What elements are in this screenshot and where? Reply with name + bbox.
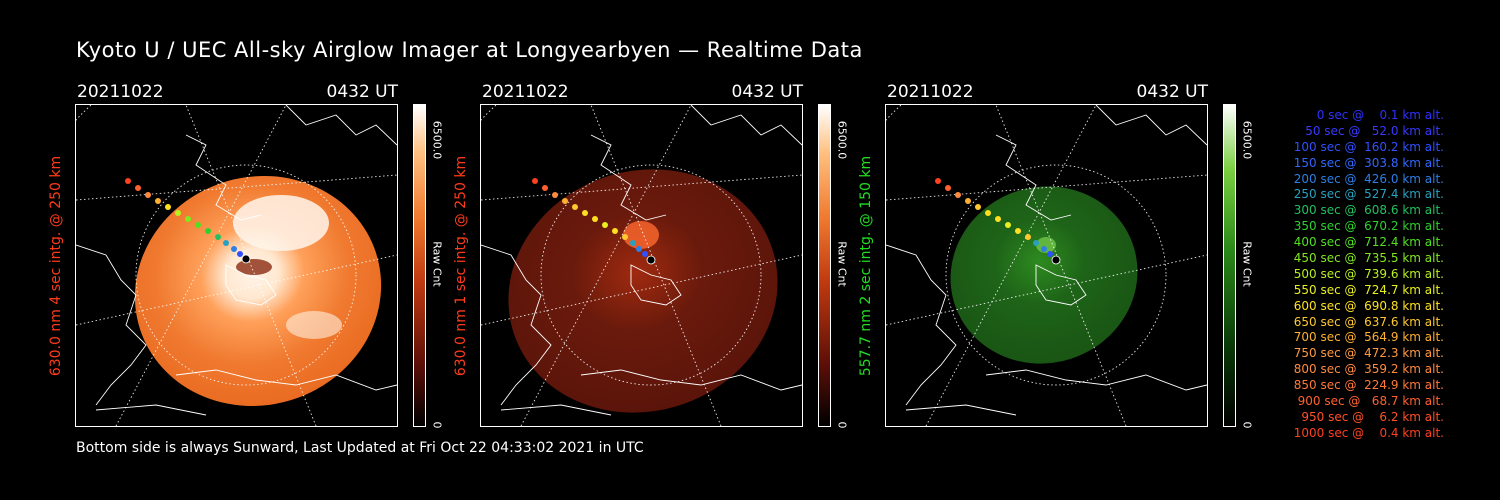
legend-row: 250 sec @ 527.4 km alt. [1293, 187, 1444, 202]
legend-row: 450 sec @ 735.5 km alt. [1293, 251, 1444, 266]
legend-row: 800 sec @ 359.2 km alt. [1293, 362, 1444, 377]
legend-row: 650 sec @ 637.6 km alt. [1293, 314, 1444, 329]
trajectory-dots [125, 178, 251, 264]
allsky-image-svg [886, 105, 1207, 426]
allsky-image [75, 104, 398, 427]
panel-date: 20211022 [482, 82, 569, 102]
colorbar [818, 104, 831, 427]
colorbar [413, 104, 426, 427]
legend-row: 750 sec @ 472.3 km alt. [1293, 346, 1444, 361]
legend-row: 600 sec @ 690.8 km alt. [1293, 298, 1444, 313]
allsky-image [885, 104, 1208, 427]
allsky-image-svg [481, 105, 802, 426]
panel-time: 0432 UT [731, 82, 804, 102]
legend-row: 1000 sec @ 0.4 km alt. [1293, 425, 1444, 440]
panel-3: 20211022 0432 UT [858, 80, 1265, 432]
legend-row: 700 sec @ 564.9 km alt. [1293, 330, 1444, 345]
legend-row: 200 sec @ 426.0 km alt. [1293, 171, 1444, 186]
panel-time: 0432 UT [1136, 82, 1209, 102]
legend-row: 500 sec @ 739.6 km alt. [1293, 266, 1444, 281]
colorbar [1223, 104, 1236, 427]
panel-1: 20211022 0432 UT [48, 80, 455, 432]
panel-time: 0432 UT [326, 82, 399, 102]
page-title: Kyoto U / UEC All-sky Airglow Imager at … [76, 38, 863, 62]
legend-row: 850 sec @ 224.9 km alt. [1293, 378, 1444, 393]
legend-row: 950 sec @ 6.2 km alt. [1301, 409, 1444, 424]
panel-date: 20211022 [887, 82, 974, 102]
allsky-image-svg [76, 105, 397, 426]
legend-row: 0 sec @ 0.1 km alt. [1316, 108, 1444, 122]
trajectory-dots [532, 178, 656, 265]
legend-row: 300 sec @ 608.6 km alt. [1293, 203, 1444, 218]
trajectory-legend: 0 sec @ 0.1 km alt. 50 sec @ 52.0 km alt… [1262, 108, 1444, 442]
legend-row: 550 sec @ 724.7 km alt. [1293, 282, 1444, 297]
legend-row: 150 sec @ 303.8 km alt. [1293, 155, 1444, 170]
trajectory-dots [935, 178, 1061, 265]
footer-note: Bottom side is always Sunward, Last Upda… [76, 440, 644, 456]
legend-row: 900 sec @ 68.7 km alt. [1297, 394, 1444, 409]
allsky-image [480, 104, 803, 427]
legend-row: 400 sec @ 712.4 km alt. [1293, 235, 1444, 250]
panel-2: 20211022 0432 UT [453, 80, 860, 432]
legend-row: 350 sec @ 670.2 km alt. [1293, 219, 1444, 234]
legend-row: 50 sec @ 52.0 km alt. [1305, 123, 1444, 138]
legend-row: 100 sec @ 160.2 km alt. [1293, 139, 1444, 154]
panel-date: 20211022 [77, 82, 164, 102]
